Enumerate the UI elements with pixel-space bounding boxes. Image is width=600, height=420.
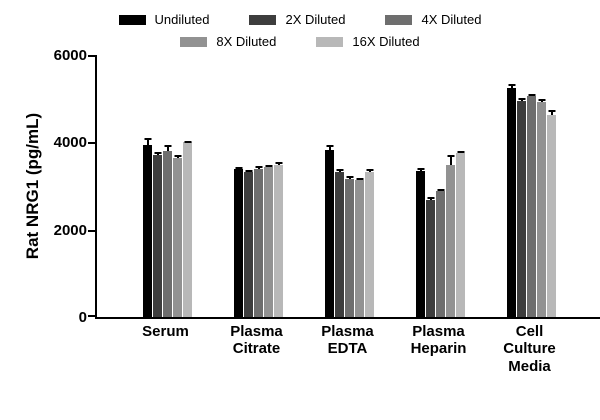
bar	[325, 145, 334, 317]
error-bar-cap	[457, 150, 464, 153]
x-category-label: Cell Culture Media	[503, 323, 556, 375]
legend-item: 8X Diluted	[180, 34, 276, 49]
error-bar-cap	[235, 166, 242, 169]
plot-area: 0 2000 4000 6000	[54, 47, 600, 326]
y-tick-mark	[88, 229, 95, 232]
error-bar-cap	[184, 140, 191, 143]
legend-item: 16X Diluted	[316, 34, 420, 49]
error-bar	[146, 137, 149, 145]
bar	[153, 152, 162, 317]
legend-item: Undiluted	[118, 12, 210, 27]
chart-legend: Undiluted 2X Diluted 4X Diluted 8X Diluted 1…	[0, 12, 600, 49]
bar	[456, 150, 465, 317]
bar	[365, 169, 374, 317]
x-axis-category-labels: Serum Plasma Citrate Plasma EDTA Plasma Hep…	[95, 323, 600, 375]
legend-item: 2X Diluted	[249, 12, 345, 27]
bar	[264, 164, 273, 317]
error-bar	[449, 155, 452, 166]
y-axis-label: Rat NRG1 (pg/mL)	[23, 112, 42, 260]
bar	[183, 140, 192, 317]
legend-label: 16X Diluted	[352, 34, 420, 49]
error-bar-cap	[336, 168, 343, 171]
error-bar	[550, 109, 553, 116]
error-bar-cap	[265, 164, 272, 167]
legend-swatch-icon	[118, 14, 146, 25]
legend-swatch-icon	[180, 36, 208, 47]
bar-group	[395, 55, 486, 317]
bar	[436, 188, 445, 317]
bar	[335, 168, 344, 317]
legend-label: 8X Diluted	[216, 34, 277, 49]
error-bar-cap	[356, 177, 363, 180]
bar-group	[213, 55, 304, 317]
bar	[517, 98, 526, 317]
bar-group	[486, 55, 577, 317]
error-bar-cap	[548, 109, 555, 112]
error-bar-cap	[326, 145, 333, 148]
bar	[547, 109, 556, 317]
bar	[537, 99, 546, 317]
legend-row: 8X Diluted 16X Diluted	[180, 34, 420, 49]
error-bar-cap	[437, 188, 444, 191]
bar-group	[304, 55, 395, 317]
y-tick-label: 4000	[53, 134, 87, 152]
legend-label: 2X Diluted	[285, 12, 346, 27]
x-category-label: Serum	[142, 323, 189, 340]
error-bar-cap	[245, 169, 252, 172]
legend-row: Undiluted 2X Diluted 4X Diluted	[118, 12, 481, 27]
error-bar-cap	[154, 152, 161, 155]
y-tick-mark	[88, 142, 95, 145]
bar	[143, 137, 152, 317]
y-tick-mark	[88, 315, 95, 317]
legend-label: Undiluted	[154, 12, 210, 27]
y-tick-mark	[88, 55, 95, 57]
error-bar	[328, 145, 331, 151]
error-bar-cap	[174, 155, 181, 158]
legend-swatch-icon	[316, 36, 344, 47]
legend-label: 4X Diluted	[421, 12, 482, 27]
error-bar-cap	[538, 99, 545, 102]
error-bar-cap	[518, 98, 525, 101]
x-category-label: Plasma EDTA	[321, 323, 374, 358]
bar	[244, 169, 253, 317]
bar	[416, 168, 425, 317]
bar	[527, 94, 536, 317]
error-bar-cap	[255, 165, 262, 168]
bar	[254, 165, 263, 317]
error-bar-cap	[164, 145, 171, 148]
bar-group	[122, 55, 213, 317]
y-tick-label: 0	[78, 309, 87, 326]
legend-swatch-icon	[249, 14, 277, 25]
bar	[234, 166, 243, 317]
bar	[355, 177, 364, 317]
error-bar	[166, 145, 169, 152]
error-bar-cap	[508, 83, 515, 86]
y-tick-label: 2000	[53, 221, 87, 239]
error-bar-cap	[417, 168, 424, 171]
bar	[163, 145, 172, 317]
error-bar-cap	[366, 169, 373, 172]
bar	[426, 196, 435, 317]
x-category-label: Plasma Citrate	[230, 323, 283, 358]
legend-swatch-icon	[385, 14, 413, 25]
error-bar-cap	[447, 155, 454, 158]
bar	[507, 83, 516, 317]
error-bar-cap	[144, 137, 151, 140]
bar	[173, 155, 182, 317]
y-tick-label: 6000	[53, 47, 87, 64]
error-bar-cap	[427, 196, 434, 199]
error-bar-cap	[528, 94, 535, 97]
error-bar-cap	[275, 161, 282, 164]
legend-item: 4X Diluted	[385, 12, 481, 27]
bar	[274, 161, 283, 317]
bar	[446, 155, 455, 317]
x-category-label: Plasma Heparin	[410, 323, 467, 358]
bar	[345, 175, 354, 317]
error-bar-cap	[346, 175, 353, 178]
